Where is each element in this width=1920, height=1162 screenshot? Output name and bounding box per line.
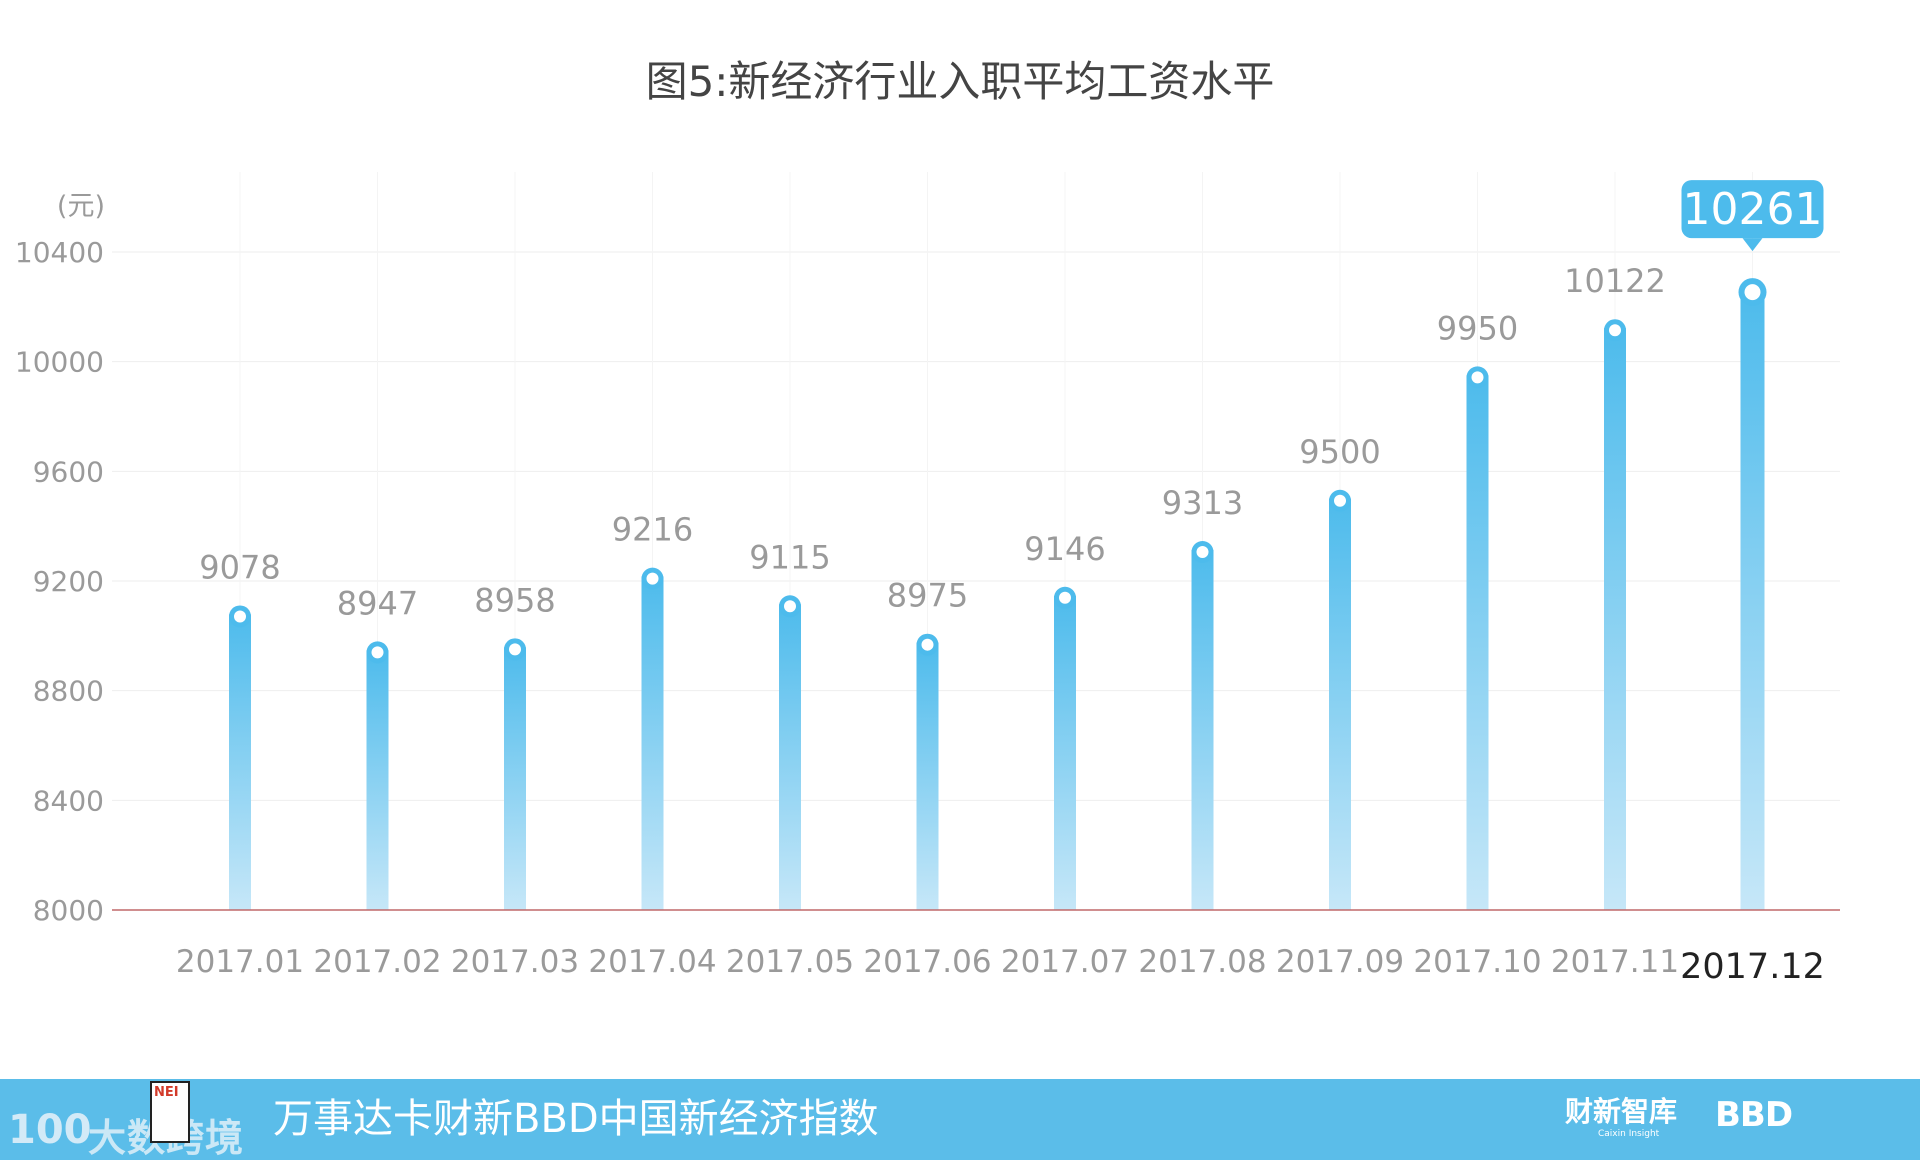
nei-badge-text: NEI [154,1085,179,1100]
bar-marker-inner [1471,371,1484,384]
bar-2017.08 [1191,550,1214,910]
bbd-logo: BBD [1715,1095,1793,1135]
y-tick-label: 10000 [15,346,104,379]
bar-marker-inner [646,572,659,585]
bar-value-label: 9115 [749,538,830,576]
x-tick-label: 2017.11 [1551,944,1679,980]
watermark: 100 大数跨境 NEI [8,1081,258,1160]
chart: 图5:新经济行业入职平均工资水平 (元) 8000 8400 8800 9200 960… [15,57,1840,987]
bar-value-label: 8947 [337,584,418,622]
callout-bubble [1681,180,1824,239]
bar-2017.06 [916,642,939,910]
x-tick-label: 2017.08 [1138,944,1266,980]
x-tick-label: 2017.06 [863,944,991,980]
bar-2017.07 [1054,595,1076,910]
bar-value-label: 8975 [887,577,968,615]
bar-value-label: 8958 [474,581,555,619]
bar-2017.05 [779,604,801,910]
caixin-insight-sub: Caixin Insight [1598,1129,1660,1139]
bar-marker-inner [1334,494,1346,507]
bar-marker-inner [784,600,796,613]
bar-value-label: 10122 [1564,262,1666,300]
bar-marker-inner [234,610,246,623]
bar-2017.04 [641,576,664,910]
y-tick-label: 9200 [33,565,104,598]
x-tick-label: 2017.02 [313,944,441,980]
nei-badge-icon: NEI [150,1081,190,1143]
bar-value-label: 9950 [1437,309,1518,347]
y-tick-label: 8000 [33,894,104,927]
bar-value-label: 10261 [1683,184,1823,235]
bar-2017.01 [229,614,251,910]
bar-marker-inner [509,643,521,656]
footer-title: 万事达卡财新BBD中国新经济指数 [273,1096,879,1142]
x-tick-label: 2017.12 [1680,947,1825,987]
y-ticks: 8000 8400 8800 9200 9600 10000 10400 [15,236,104,927]
y-tick-label: 9600 [33,455,104,488]
bar-value-label: 9500 [1299,433,1380,471]
y-tick-label: 8800 [33,675,104,708]
bar-2017.11 [1604,328,1626,910]
bar-2017.12 [1740,290,1765,911]
bar-marker-inner [1059,591,1071,604]
bar-2017.02 [366,650,389,910]
x-tick-label: 2017.05 [726,944,854,980]
bar-marker-inner [1196,546,1209,559]
chart-title: 图5:新经济行业入职平均工资水平 [646,57,1275,106]
bar-marker-inner [1744,284,1761,301]
bar-value-label: 9078 [199,548,280,586]
watermark-logo: 100 [8,1107,92,1153]
x-tick-label: 2017.04 [588,944,716,980]
bar-2017.09 [1329,498,1351,910]
y-axis-label: (元) [57,191,105,222]
x-tick-label: 2017.10 [1413,944,1541,980]
bar-value-label: 9146 [1024,530,1105,568]
caixin-insight-logo: 财新智库 [1565,1095,1678,1128]
callout-pointer [1742,238,1763,252]
x-tick-label: 2017.09 [1276,944,1404,980]
bar-marker-inner [371,646,384,659]
bar-value-label: 9216 [612,511,693,549]
y-tick-label: 10400 [15,236,104,269]
bar-marker-inner [921,638,934,651]
x-tick-label: 2017.03 [451,944,579,980]
x-tick-label: 2017.07 [1001,944,1129,980]
bar-marker-inner [1609,324,1621,337]
bar-2017.03 [504,647,526,910]
bar-2017.10 [1466,375,1489,910]
footer-bar: 100 大数跨境 NEI 万事达卡财新BBD中国新经济指数 财新智库 Caixi… [0,1079,1920,1160]
bar-value-label: 9313 [1162,484,1243,522]
x-ticks: 2017.01 2017.02 2017.03 2017.04 2017.05 2017.… [176,944,1825,987]
x-tick-label: 2017.01 [176,944,304,980]
y-tick-label: 8400 [33,784,104,817]
bars: 9078 8947 8958 9216 9115 8975 9146 9313 9500 9950… [199,180,1824,911]
